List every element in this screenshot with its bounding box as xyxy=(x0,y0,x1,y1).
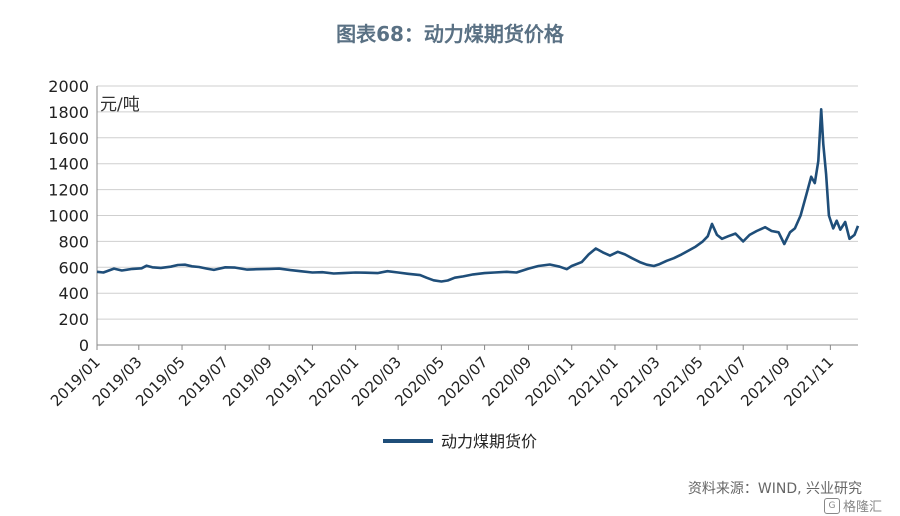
y-tick-label: 1200 xyxy=(48,181,89,200)
y-tick-label: 800 xyxy=(58,232,89,251)
y-tick-label: 600 xyxy=(58,258,89,277)
y-tick-label: 1800 xyxy=(48,103,89,122)
y-tick-label: 1000 xyxy=(48,207,89,226)
watermark-logo-icon: G xyxy=(823,497,840,514)
chart-title: 图表68：动力煤期货价格 xyxy=(336,22,564,46)
y-tick-label: 200 xyxy=(58,310,89,329)
gridlines xyxy=(96,85,858,350)
y-tick-label: 1400 xyxy=(48,155,89,174)
y-axis-ticks: 0 200 400 600 800 1000 1200 1400 1600 1800 2000 xyxy=(48,77,89,355)
series-lines xyxy=(96,108,860,283)
series-line xyxy=(96,108,860,283)
legend: 动力煤期货价 xyxy=(383,432,537,451)
y-tick-label: 400 xyxy=(58,284,89,303)
y-tick-label: 0 xyxy=(79,336,89,355)
watermark: G 格隆汇 xyxy=(823,496,882,515)
legend-label: 动力煤期货价 xyxy=(441,432,537,451)
y-tick-label: 2000 xyxy=(48,77,89,96)
y-tick-label: 1600 xyxy=(48,129,89,148)
x-axis-ticks: 2019/012019/032019/052019/072019/092019/… xyxy=(47,353,837,410)
source-note: 资料来源：WIND, 兴业研究 xyxy=(687,481,862,497)
y-unit-label: 元/吨 xyxy=(100,95,140,115)
watermark-text: 格隆汇 xyxy=(842,500,882,515)
